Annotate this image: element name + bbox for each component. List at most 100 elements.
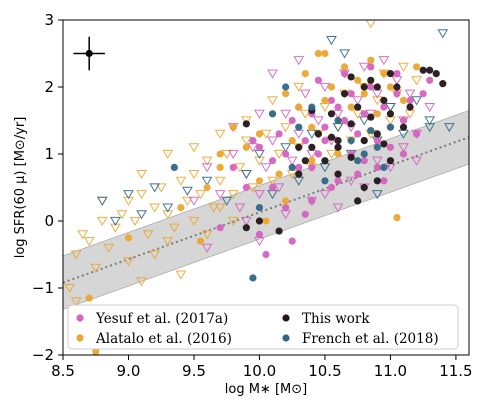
data-point: [268, 183, 277, 192]
data-point-triangle: [175, 176, 187, 186]
data-point: [340, 116, 349, 125]
data-point-triangle: [260, 129, 272, 139]
data-point-triangle: [227, 149, 239, 160]
data-point-triangle: [267, 136, 278, 146]
legend-marker: [76, 314, 84, 322]
data-point: [393, 83, 401, 91]
data-point: [360, 157, 368, 165]
data-point: [301, 157, 309, 165]
x-tick-label: 11.5: [439, 362, 472, 380]
data-point-triangle: [424, 123, 436, 133]
data-point-triangle: [319, 103, 331, 113]
data-point-triangle: [155, 183, 167, 193]
data-point-triangle: [77, 230, 89, 240]
data-point-triangle: [195, 190, 206, 200]
data-point-triangle: [201, 176, 213, 186]
legend-label: Alatalo et al. (2016): [95, 331, 232, 347]
data-point-triangle: [424, 116, 436, 126]
data-point: [386, 110, 395, 118]
data-point-triangle: [129, 216, 141, 227]
data-point-triangle: [162, 149, 174, 160]
data-point: [295, 170, 303, 178]
data-point-triangle: [293, 82, 305, 93]
data-point-triangle: [437, 29, 449, 39]
data-point-triangle: [214, 190, 226, 200]
data-point-triangle: [365, 109, 377, 119]
data-point: [347, 103, 355, 111]
data-point: [373, 137, 381, 145]
data-point: [308, 157, 316, 165]
data-point-triangle: [247, 183, 259, 193]
data-point: [426, 76, 434, 84]
data-point: [360, 83, 368, 91]
data-point-triangle: [70, 297, 82, 307]
data-point-triangle: [326, 36, 337, 46]
data-point: [216, 224, 224, 232]
data-point: [380, 96, 388, 104]
data-point-triangle: [175, 270, 187, 280]
data-point: [399, 116, 408, 125]
data-point-triangle: [424, 103, 436, 113]
data-point: [301, 210, 309, 218]
data-point-triangle: [332, 203, 344, 213]
data-point-triangle: [443, 123, 455, 133]
data-point-triangle: [345, 176, 357, 186]
data-point-triangle: [267, 96, 278, 106]
x-axis-label: log M∗ [M⊙]: [225, 382, 307, 397]
data-point-triangle: [326, 149, 337, 160]
y-tick-label: 3: [44, 11, 54, 29]
data-point-triangle: [214, 176, 226, 186]
data-point: [321, 137, 329, 145]
data-point: [288, 237, 296, 245]
data-point: [282, 150, 290, 158]
data-point-triangle: [70, 250, 82, 260]
data-point: [419, 90, 427, 98]
data-point: [439, 80, 447, 88]
data-point: [340, 70, 349, 78]
data-point: [314, 76, 322, 84]
data-point: [255, 217, 264, 225]
data-point: [282, 90, 290, 98]
data-point: [373, 163, 381, 171]
series-1: [85, 49, 421, 355]
data-point-triangle: [240, 116, 252, 126]
data-point-triangle: [96, 196, 108, 206]
data-point: [308, 143, 316, 151]
data-point: [308, 163, 316, 171]
data-point-triangle: [116, 210, 128, 220]
data-point-triangle: [149, 250, 161, 260]
data-point: [216, 150, 224, 158]
data-point: [288, 116, 296, 125]
data-point-triangle: [110, 216, 121, 227]
data-point: [380, 177, 388, 185]
data-point-triangle: [188, 143, 200, 153]
data-point: [334, 170, 342, 178]
data-point-triangle: [103, 243, 115, 253]
data-point-triangle: [299, 109, 311, 119]
data-point: [354, 76, 362, 84]
data-point-triangle: [319, 190, 331, 200]
data-point-triangle: [313, 116, 324, 126]
data-point: [340, 90, 349, 98]
data-point: [367, 113, 375, 121]
data-point-triangle: [201, 156, 213, 166]
data-point-triangle: [398, 62, 409, 72]
data-point-triangle: [293, 129, 305, 139]
data-point: [282, 204, 290, 212]
x-tick-label: 8.5: [51, 362, 75, 380]
data-point: [360, 150, 368, 158]
data-point: [229, 163, 237, 171]
data-point: [367, 63, 375, 71]
data-point: [426, 66, 434, 74]
data-point: [334, 143, 342, 151]
y-tick-label: −1: [32, 279, 54, 297]
data-point: [327, 183, 336, 192]
data-point: [399, 150, 408, 158]
data-point-triangle: [280, 143, 292, 153]
data-point-triangle: [142, 230, 154, 240]
data-point: [419, 66, 427, 74]
data-point: [321, 49, 329, 58]
data-point: [354, 130, 362, 138]
data-point: [92, 348, 100, 355]
x-tick-label: 10.5: [308, 362, 341, 380]
